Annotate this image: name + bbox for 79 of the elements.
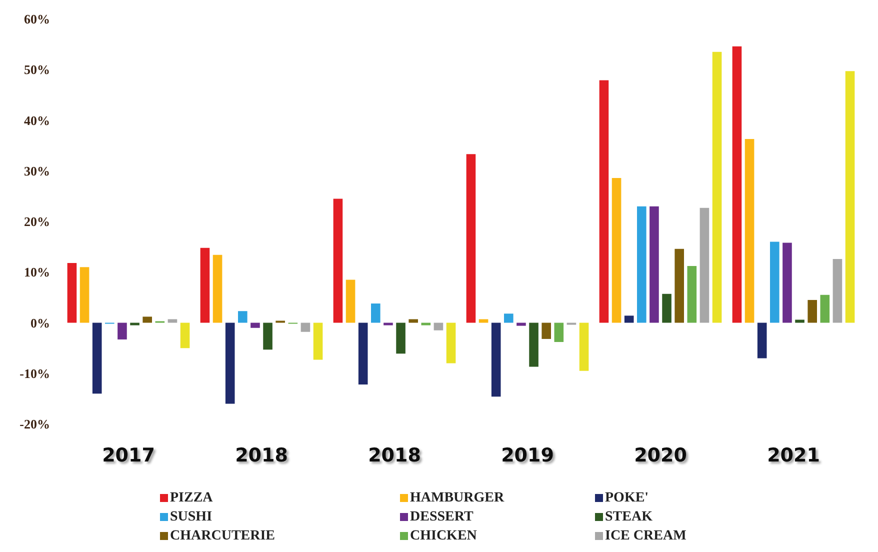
bar [712, 52, 722, 323]
bar [333, 198, 343, 323]
legend-label: SUSHI [170, 510, 212, 524]
y-tick-label: 50% [24, 62, 50, 78]
bar [624, 316, 634, 323]
legend-label: POKE' [605, 490, 649, 506]
bar [478, 319, 488, 323]
bar [542, 322, 551, 339]
y-tick-label: 0% [30, 315, 50, 330]
legend-label: PIZZA [170, 490, 214, 506]
bar [313, 322, 323, 360]
y-tick-label: 20% [24, 214, 50, 229]
bar [744, 138, 754, 323]
x-tick-label: 2020 [634, 444, 687, 466]
bar [554, 322, 564, 342]
bar [687, 266, 697, 323]
x-tick-label: 2018 [368, 444, 421, 466]
x-tick-label: 2018 [235, 444, 288, 466]
bar [396, 322, 406, 354]
bar [67, 263, 77, 323]
bar [820, 294, 830, 323]
x-tick-label: 2021 [767, 444, 820, 466]
bar [579, 322, 589, 371]
bar [212, 254, 222, 323]
bar [180, 322, 190, 348]
bar [300, 322, 310, 332]
bar [808, 300, 817, 323]
y-tick-label: -20% [20, 416, 50, 432]
bar [662, 294, 672, 323]
y-tick-label: 10% [24, 264, 50, 280]
bar [504, 314, 514, 323]
bar [516, 322, 526, 326]
y-tick-label: 40% [24, 112, 50, 128]
bar [130, 322, 140, 326]
bar [384, 322, 393, 326]
bar [263, 322, 272, 350]
legend-label: CHICKEN [410, 528, 477, 544]
bar [200, 248, 210, 323]
bar [250, 322, 260, 328]
bar [168, 319, 178, 323]
bar [491, 322, 501, 397]
y-tick-label: 60% [24, 12, 50, 26]
bar [770, 242, 780, 323]
legend-label: ICE CREAM [605, 528, 686, 544]
bar [637, 206, 646, 323]
bar [92, 322, 102, 394]
bar [529, 322, 538, 367]
bar [757, 322, 767, 358]
bar [795, 320, 804, 323]
bar [782, 242, 792, 323]
bar [732, 46, 742, 323]
x-tick-label: 2019 [501, 444, 554, 466]
legend-label: HAMBURGER [410, 490, 505, 506]
bar [346, 280, 356, 323]
legend-label: STEAK [605, 510, 653, 524]
bar [674, 248, 684, 323]
bar [358, 322, 368, 385]
bar [650, 206, 659, 323]
bar [421, 322, 431, 326]
y-tick-label: -10% [20, 366, 50, 381]
bar [434, 322, 444, 330]
bar [612, 178, 622, 323]
bar [446, 322, 456, 364]
x-tick-label: 2017 [102, 444, 155, 466]
bar [142, 316, 152, 323]
y-tick-label: 30% [24, 163, 50, 178]
bar [371, 304, 380, 323]
legend-label: DESSERT [410, 510, 474, 524]
bar [832, 258, 842, 323]
bar [700, 208, 710, 323]
bar [80, 267, 90, 323]
bar [845, 71, 855, 323]
bar [599, 80, 609, 323]
bar [225, 322, 235, 404]
bar [238, 311, 248, 323]
bar [408, 319, 418, 323]
legend-label: CHARCUTERIE [170, 528, 276, 544]
bar [466, 154, 476, 323]
bar [118, 322, 127, 340]
